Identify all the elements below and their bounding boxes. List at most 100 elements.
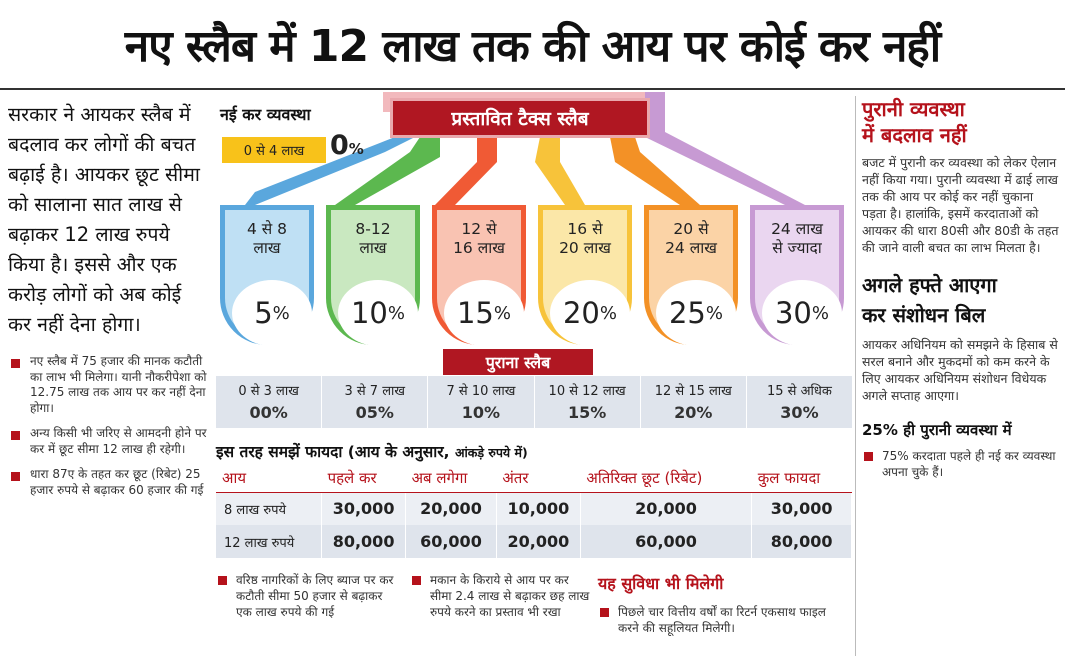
slab-rate: 20: [562, 296, 600, 330]
slab-pct: %: [272, 302, 290, 324]
proposed-slab-title: प्रस्तावित टैक्स स्लैब: [390, 98, 650, 138]
bullet-item: धारा 87ए के तहत कर छूट (रिबेट) 25 हजार र…: [8, 467, 208, 498]
lead-paragraph: सरकार ने आयकर स्लैब में बदलाव कर लोगों क…: [8, 103, 200, 336]
table-cell: 20,000: [405, 492, 497, 525]
slab-card: 20 से 24 लाख 25%: [644, 205, 738, 346]
benefit-title-small: आंकड़े रुपये में): [454, 445, 528, 460]
slab-card: 12 से 16 लाख 15%: [432, 205, 526, 346]
bullet-square-icon: [218, 576, 227, 585]
slab-rate-circle: 25%: [656, 280, 736, 346]
table-cell: 30,000: [751, 492, 852, 525]
amendment-heading: अगले हफ्ते आएगा कर संशोधन बिल: [862, 270, 1060, 330]
quarter-note-text: 75% करदाता पहले ही नई कर व्यवस्था अपना च…: [882, 449, 1056, 479]
bottom-note: मकान के किराये से आय पर कर सीमा 2.4 लाख …: [410, 572, 590, 620]
slab-rate-circle: 5%: [232, 280, 312, 346]
zero-slab-range: 0 से 4 लाख: [222, 137, 326, 163]
bottom-note-text: मकान के किराये से आय पर कर सीमा 2.4 लाख …: [430, 573, 590, 619]
old-slab-label: पुराना स्लैब: [443, 349, 593, 375]
left-bullets: नए स्लैब में 75 हजार की मानक कटौती का ला…: [8, 354, 208, 498]
left-column: सरकार ने आयकर स्लैब में बदलाव कर लोगों क…: [8, 100, 208, 508]
column-divider: [855, 96, 856, 656]
slab-rate: 30: [774, 296, 812, 330]
benefit-header: अंतर: [496, 464, 581, 493]
old-regime-title-line2: में बदलाव नहीं: [862, 123, 967, 147]
old-regime-paragraph: बजट में पुरानी कर व्यवस्था को लेकर ऐलान …: [862, 155, 1059, 255]
benefit-header: अब लगेगा: [405, 464, 497, 493]
slab-rate: 5: [254, 296, 273, 330]
facility-note: पिछले चार वित्तीय वर्षों का रिटर्न एकसाथ…: [598, 604, 848, 636]
new-regime-label: नई कर व्यवस्था: [220, 105, 311, 124]
slab-rate: 15: [456, 296, 494, 330]
table-row: 8 लाख रुपये 30,000 20,000 10,000 20,000 …: [216, 492, 852, 525]
old-slab-range: 15 से अधिक: [767, 384, 832, 399]
funnel-band-red: [435, 137, 497, 205]
facility-title: यह सुविधा भी मिलेगी: [598, 574, 724, 593]
old-regime-title-line1: पुरानी व्यवस्था: [862, 97, 965, 121]
slab-range-line1: 8-12: [355, 220, 391, 238]
table-row: 12 लाख रुपये 80,000 60,000 20,000 60,000…: [216, 525, 852, 558]
old-slab-range: 3 से 7 लाख: [344, 384, 406, 399]
bullet-item: नए स्लैब में 75 हजार की मानक कटौती का ला…: [8, 354, 208, 416]
funnel-band-purple: [645, 92, 805, 205]
slab-range-line2: 20 लाख: [559, 239, 611, 257]
slab-range-line2: 16 लाख: [453, 239, 505, 257]
slab-range-line2: 24 लाख: [665, 239, 717, 257]
amendment-heading-line2: कर संशोधन बिल: [862, 303, 986, 327]
table-cell: 80,000: [321, 525, 407, 558]
table-cell: 60,000: [405, 525, 497, 558]
slab-range-line2: से ज्यादा: [772, 239, 822, 257]
table-cell: 80,000: [751, 525, 852, 558]
slab-pct: %: [493, 302, 511, 324]
slab-rate: 25: [668, 296, 706, 330]
facility-text: पिछले चार वित्तीय वर्षों का रिटर्न एकसाथ…: [618, 605, 826, 635]
benefit-header: अतिरिक्त छूट (रिबेट): [580, 464, 752, 493]
slab-pct: %: [387, 302, 405, 324]
table-cell: 30,000: [321, 492, 407, 525]
zero-rate-value: 0: [330, 130, 349, 161]
bullet-square-icon: [600, 608, 609, 617]
slab-range-line1: 4 से 8: [246, 220, 288, 238]
slab-rate-circle: 15%: [444, 280, 524, 346]
bottom-note-text: वरिष्ठ नागरिकों के लिए ब्याज पर कर कटौती…: [236, 573, 394, 619]
old-slab-rate: 15%: [567, 403, 607, 422]
bottom-note: वरिष्ठ नागरिकों के लिए ब्याज पर कर कटौती…: [216, 572, 396, 620]
old-slab-rate: 20%: [674, 403, 713, 422]
slab-card: 4 से 8 लाख 5%: [220, 205, 314, 346]
benefit-header-row: आय पहले कर अब लगेगा अंतर अतिरिक्त छूट (र…: [216, 464, 852, 493]
benefit-header: आय: [216, 464, 322, 493]
old-slab-rate: 30%: [780, 403, 819, 422]
right-column: पुरानी व्यवस्था में बदलाव नहीं बजट में पु…: [862, 96, 1060, 480]
slab-range-line1: 24 लाख: [771, 220, 823, 238]
bullet-item: अन्य किसी भी जरिए से आमदनी होने पर कर मे…: [8, 426, 208, 457]
benefit-header: पहले कर: [321, 464, 406, 493]
table-cell: 20,000: [496, 525, 581, 558]
benefit-title-main: इस तरह समझें फायदा (आय के अनुसार,: [216, 443, 450, 461]
slab-card: 24 लाख से ज्यादा 30%: [750, 205, 844, 346]
table-cell: 8 लाख रुपये: [216, 492, 323, 525]
slab-range-line2: लाख: [359, 239, 387, 257]
slab-rate-circle: 30%: [762, 280, 842, 346]
old-slab-cell: 15 से अधिक 30%: [747, 376, 852, 428]
old-slab-cell: 10 से 12 लाख 15%: [535, 376, 641, 428]
slab-pct: %: [599, 302, 617, 324]
headline: नए स्लैब में 12 लाख तक की आय पर कोई कर न…: [124, 21, 941, 72]
slab-range-line1: 20 से: [673, 220, 709, 238]
table-cell: 10,000: [496, 492, 581, 525]
zero-slab-rate: 0%: [330, 130, 364, 161]
old-slab-cell: 0 से 3 लाख 00%: [216, 376, 323, 428]
funnel-band-orange: [610, 137, 700, 205]
benefit-header: कुल फायदा: [751, 464, 852, 493]
old-regime-title: पुरानी व्यवस्था में बदलाव नहीं: [862, 96, 1060, 148]
table-cell: 60,000: [580, 525, 753, 558]
slab-rate: 10: [350, 296, 388, 330]
bullet-square-icon: [412, 576, 421, 585]
funnel-band-yellow: [535, 137, 585, 205]
table-cell: 20,000: [580, 492, 753, 525]
old-slab-rate: 10%: [461, 403, 501, 422]
slab-card: 16 से 20 लाख 20%: [538, 205, 632, 346]
bullet-square-icon: [864, 452, 873, 461]
funnel-band-blue: [245, 112, 415, 205]
old-slab-cell: 3 से 7 लाख 05%: [322, 376, 429, 428]
old-slab-range: 12 से 15 लाख: [654, 384, 732, 399]
old-slab-rate: 00%: [249, 403, 288, 422]
